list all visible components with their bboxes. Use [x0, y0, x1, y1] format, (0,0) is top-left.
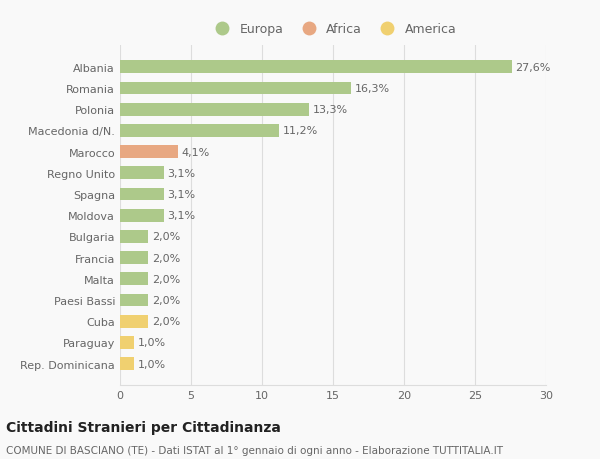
- Bar: [120, 167, 164, 180]
- Bar: [120, 209, 164, 222]
- Text: 2,0%: 2,0%: [152, 253, 180, 263]
- Text: 1,0%: 1,0%: [138, 359, 166, 369]
- Bar: [120, 146, 178, 159]
- Text: 27,6%: 27,6%: [515, 63, 551, 73]
- Bar: [120, 252, 148, 264]
- Legend: Europa, Africa, America: Europa, Africa, America: [205, 18, 461, 41]
- Text: 11,2%: 11,2%: [283, 126, 318, 136]
- Text: COMUNE DI BASCIANO (TE) - Dati ISTAT al 1° gennaio di ogni anno - Elaborazione T: COMUNE DI BASCIANO (TE) - Dati ISTAT al …: [6, 445, 503, 455]
- Bar: [120, 294, 148, 307]
- Text: 2,0%: 2,0%: [152, 295, 180, 305]
- Text: Cittadini Stranieri per Cittadinanza: Cittadini Stranieri per Cittadinanza: [6, 420, 281, 434]
- Bar: [120, 62, 512, 74]
- Bar: [120, 83, 352, 95]
- Text: 16,3%: 16,3%: [355, 84, 390, 94]
- Bar: [120, 273, 148, 285]
- Bar: [120, 125, 279, 138]
- Text: 4,1%: 4,1%: [182, 147, 210, 157]
- Bar: [120, 336, 134, 349]
- Text: 3,1%: 3,1%: [167, 190, 196, 200]
- Text: 3,1%: 3,1%: [167, 168, 196, 179]
- Text: 2,0%: 2,0%: [152, 274, 180, 284]
- Text: 13,3%: 13,3%: [313, 105, 347, 115]
- Text: 2,0%: 2,0%: [152, 232, 180, 242]
- Bar: [120, 230, 148, 243]
- Text: 3,1%: 3,1%: [167, 211, 196, 221]
- Text: 1,0%: 1,0%: [138, 338, 166, 347]
- Bar: [120, 315, 148, 328]
- Text: 2,0%: 2,0%: [152, 317, 180, 326]
- Bar: [120, 104, 309, 116]
- Bar: [120, 358, 134, 370]
- Bar: [120, 188, 164, 201]
